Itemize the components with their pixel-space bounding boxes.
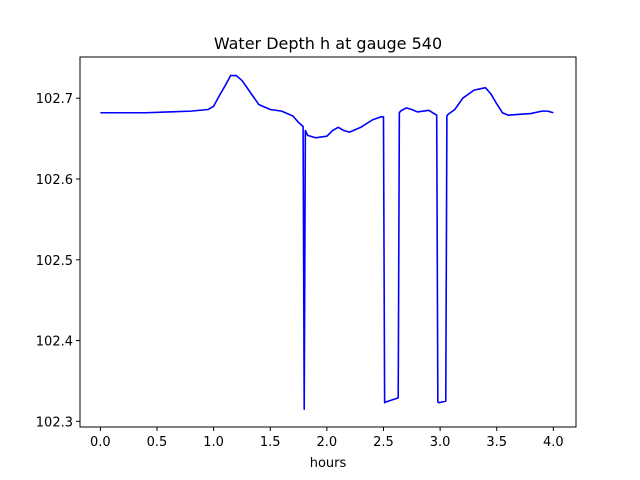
x-tick-label: 0.5 [147, 435, 168, 450]
y-tick-label: 102.7 [36, 92, 73, 107]
y-tick-label: 102.6 [36, 173, 73, 188]
series-layer [100, 74, 554, 411]
x-tick-label: 1.0 [203, 435, 224, 450]
y-tick-label: 102.5 [36, 254, 73, 269]
x-axis: 0.0 0.5 1.0 1.5 2.0 2.5 3.0 3.5 4.0 [90, 427, 564, 450]
x-tick-label: 3.5 [486, 435, 507, 450]
y-tick-label: 102.3 [36, 415, 73, 430]
x-tick-label: 4.0 [543, 435, 564, 450]
y-axis: 102.3 102.4 102.5 102.6 102.7 [36, 92, 80, 430]
x-tick-label: 3.0 [430, 435, 451, 450]
series-line [100, 74, 554, 411]
x-tick-label: 2.0 [317, 435, 338, 450]
chart-title: Water Depth h at gauge 540 [214, 34, 442, 53]
x-axis-label: hours [310, 456, 347, 471]
plot-frame [79, 56, 577, 428]
x-tick-label: 0.0 [90, 435, 111, 450]
y-tick-label: 102.4 [36, 335, 73, 350]
x-tick-label: 2.5 [373, 435, 394, 450]
x-tick-label: 1.5 [260, 435, 281, 450]
